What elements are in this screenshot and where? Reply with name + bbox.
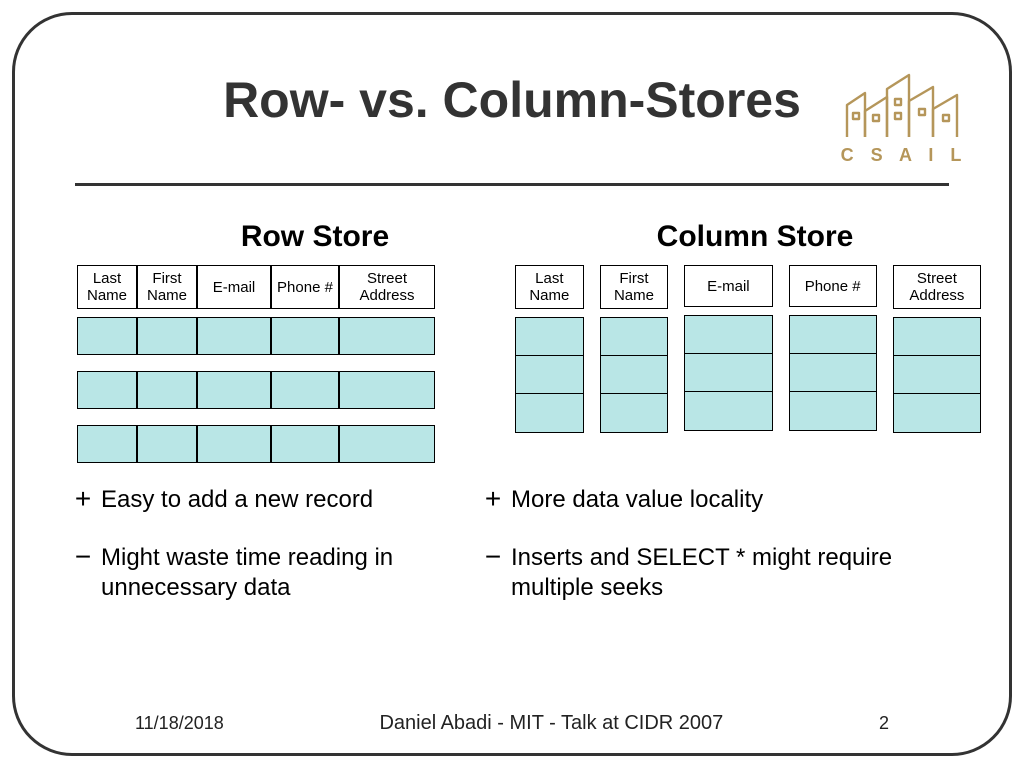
column-store-heading: Column Store [605,220,905,254]
row-store-cell [339,371,435,409]
column-store-header-cell: Last Name [515,265,584,309]
column-store-cell [601,318,668,356]
column-store-cell [790,392,876,430]
column-store-cell [601,356,668,394]
row-store-row [77,425,459,463]
row-store-cell [197,371,271,409]
column-store-cell [601,394,668,432]
footer-center: Daniel Abadi - MIT - Talk at CIDR 2007 [379,712,723,735]
column-store-header-cell: Phone # [789,265,877,307]
title-underline [75,183,949,186]
row-store-header-cell: Last Name [77,265,137,309]
column-store-cell [790,316,876,354]
row-store-cell [77,425,137,463]
row-store-cell [271,317,339,355]
slide-footer: 11/18/2018 Daniel Abadi - MIT - Talk at … [15,712,1009,735]
bullet-item: +Easy to add a new record [65,485,485,515]
column-store-header-cell: E-mail [684,265,772,307]
minus-icon: − [475,543,511,571]
column-store-cell [685,354,771,392]
bullet-text: Inserts and SELECT * might require multi… [511,543,895,603]
row-store-row [77,317,459,355]
column-store-cell [894,394,980,432]
bullet-item: −Might waste time reading in unnecessary… [65,543,485,603]
column-store-column-body [684,315,772,431]
row-store-cell [137,371,197,409]
column-store-cell [685,392,771,430]
slide-frame: Row- vs. Column-Stores C S A I L Row St [12,12,1012,756]
footer-page: 2 [879,713,889,734]
row-store-header-cell: Street Address [339,265,435,309]
column-store-column: First Name [600,265,669,433]
row-store-cell [137,425,197,463]
row-store-cell [271,371,339,409]
column-store-cell [516,318,583,356]
row-store-body [77,317,459,463]
row-store-header-row: Last NameFirst NameE-mailPhone #Street A… [77,265,459,309]
row-store-cell [77,371,137,409]
row-store-diagram: Last NameFirst NameE-mailPhone #Street A… [77,265,459,479]
footer-date: 11/18/2018 [135,713,224,734]
row-store-cell [197,425,271,463]
column-store-column-body [600,317,669,433]
minus-icon: − [65,543,101,571]
row-store-bullets: +Easy to add a new record−Might waste ti… [65,485,485,631]
column-store-cell [894,356,980,394]
bullet-text: Easy to add a new record [101,485,485,515]
column-store-cell [685,316,771,354]
bullet-text: More data value locality [511,485,895,515]
column-store-header-cell: Street Address [893,265,981,309]
bullet-item: +More data value locality [475,485,895,515]
plus-icon: + [65,485,101,513]
column-store-header-cell: First Name [600,265,669,309]
row-store-cell [339,317,435,355]
csail-logo: C S A I L [839,59,969,169]
row-store-header-cell: Phone # [271,265,339,309]
row-store-cell [271,425,339,463]
row-store-header-cell: First Name [137,265,197,309]
plus-icon: + [475,485,511,513]
column-store-column-body [789,315,877,431]
row-store-cell [137,317,197,355]
column-store-column: Street Address [893,265,981,433]
column-store-column-body [893,317,981,433]
svg-text:C S A I L: C S A I L [841,145,968,165]
row-store-cell [197,317,271,355]
column-store-column: E-mail [684,265,772,433]
column-store-diagram: Last Name First Name E-mail Phone # Street A… [515,265,981,433]
row-store-heading: Row Store [165,220,465,254]
column-store-cell [894,318,980,356]
row-store-row [77,371,459,409]
bullet-text: Might waste time reading in unnecessary … [101,543,485,603]
column-store-column-body [515,317,584,433]
row-store-header-cell: E-mail [197,265,271,309]
column-store-column: Last Name [515,265,584,433]
column-store-cell [516,356,583,394]
row-store-cell [77,317,137,355]
bullet-item: −Inserts and SELECT * might require mult… [475,543,895,603]
row-store-cell [339,425,435,463]
column-store-cell [790,354,876,392]
column-store-bullets: +More data value locality−Inserts and SE… [475,485,895,631]
column-store-column: Phone # [789,265,877,433]
column-store-cell [516,394,583,432]
